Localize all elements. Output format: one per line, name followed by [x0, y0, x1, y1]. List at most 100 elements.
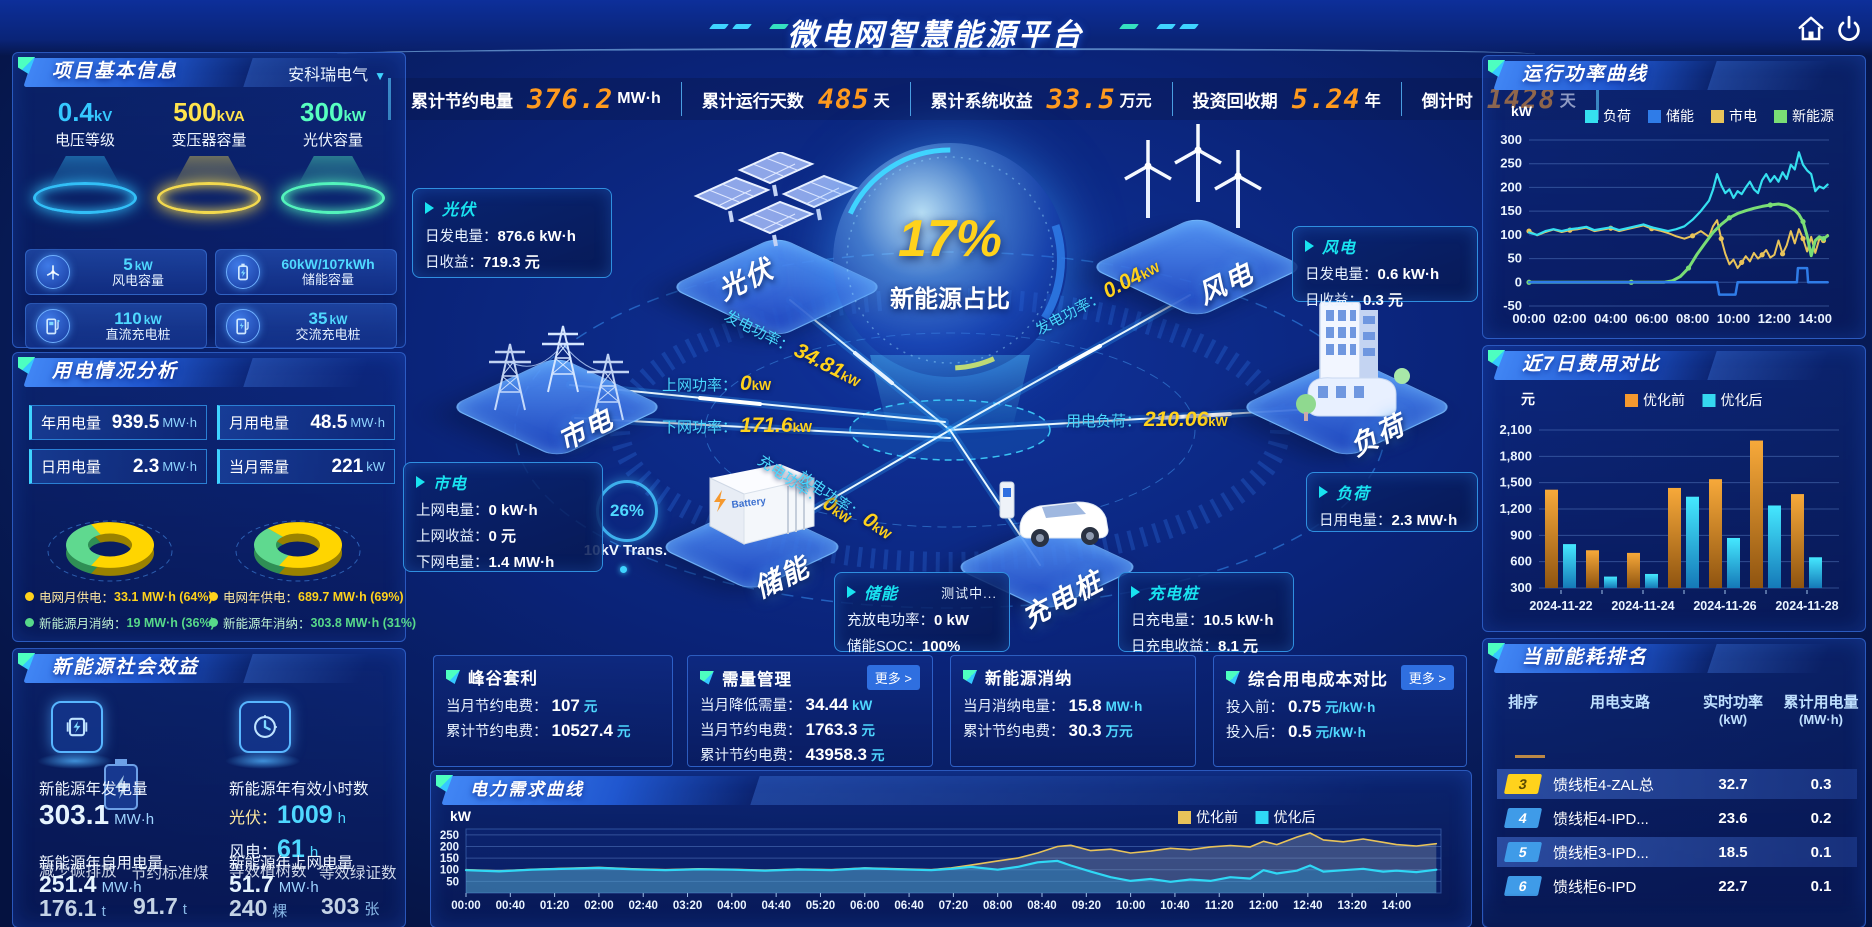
- svg-text:kW: kW: [450, 809, 472, 824]
- hours-pv-unit: h: [337, 810, 346, 827]
- rank-badge: 3: [1503, 774, 1543, 794]
- usage-stat-2: 日用电量 2.3 MW·h: [29, 449, 207, 484]
- storage-row: 充放电功率：0 kW: [847, 612, 970, 629]
- capacity-card-label: 风电容量: [111, 273, 164, 289]
- svg-text:优化前: 优化前: [1196, 809, 1238, 825]
- capacity-pedestals: 0.4kV 电压等级 500kVA 变压器容量 300kW 光伏容量: [23, 97, 395, 214]
- card-title: 需量管理: [722, 670, 792, 689]
- pedestal-unit: kVA: [216, 108, 245, 125]
- carbon-label: 减少碳排放: [39, 863, 117, 880]
- home-icon[interactable]: [1796, 14, 1826, 44]
- carbon-number: 176.1: [39, 895, 97, 921]
- card-row-unit: kW: [852, 698, 873, 713]
- card-row-value: 10527.4: [551, 721, 613, 740]
- table-row: 5 馈线柜3-IPD... 18.5 0.1: [1497, 837, 1857, 867]
- storage-info-box: 储能 测试中... 充放电功率：0 kW 储能SOC：100%: [834, 572, 1010, 655]
- panel-energy-ranking: 当前能耗排名 排序 用电支路 实时功率 (kW) 累计用电量 (MW·h) 3 馈线柜4-Z…: [1482, 638, 1866, 927]
- coal-number: 91.7: [133, 893, 178, 919]
- usage-stat-unit: MW·h: [162, 415, 197, 430]
- donut-legend-item-1: 电网年供电： 689.7 MW·h (69%): [209, 587, 404, 606]
- ranking-header-text: 累计用电量: [1783, 694, 1859, 711]
- flow-value: 210.06: [1144, 408, 1209, 431]
- hours-wind-unit: h: [309, 844, 319, 861]
- battery-storage-icon: Battery: [709, 464, 815, 545]
- branch-name: 馈线柜4-ZAL总: [1553, 776, 1654, 794]
- storage-row-value: 100%: [921, 638, 961, 655]
- capacity-card-value: 5 kW: [123, 254, 153, 274]
- kpi-item-0: 累计节约电量 376.2 MW·h: [391, 82, 681, 116]
- transformer-dot: [620, 566, 627, 573]
- self-use-label: 新能源年自用电量: [39, 855, 164, 872]
- pv-row: 日发电量：876.6 kW·h: [425, 228, 576, 245]
- company-select-value: 安科瑞电气: [288, 67, 369, 84]
- legend-value: 303.8 MW·h (31%): [310, 615, 417, 630]
- realtime-power: 18.5: [1718, 843, 1748, 861]
- branch-name: 馈线柜6-IPD: [1553, 878, 1637, 896]
- usage-stat-value: 221: [331, 455, 364, 477]
- capacity-card-2: 110 kW 直流充电桩: [25, 303, 207, 349]
- load-box-title: 负荷: [1336, 486, 1371, 503]
- flow-grid-import: 下网功率： 171.6kW: [662, 414, 812, 438]
- hours-clock-icon: [239, 701, 291, 753]
- capacity-card-unit: kW: [329, 312, 348, 327]
- grid-row: 上网收益：0 元: [416, 528, 517, 545]
- power-icon[interactable]: [1834, 14, 1864, 44]
- company-select[interactable]: 安科瑞电气 ▼: [288, 61, 386, 85]
- svg-text:250: 250: [1500, 156, 1522, 171]
- svg-text:300: 300: [1500, 132, 1522, 147]
- svg-text:04:00: 04:00: [1594, 311, 1627, 326]
- export-unit: MW·h: [278, 879, 319, 896]
- flow-unit: kW: [792, 420, 813, 435]
- svg-text:2024-11-24: 2024-11-24: [1611, 599, 1674, 613]
- card-row-unit: MW·h: [1105, 699, 1143, 714]
- table-row: 3 馈线柜4-ZAL总 32.7 0.3: [1497, 769, 1857, 799]
- arrow-icon: [1131, 586, 1140, 598]
- legend-value: 19 MW·h (36%): [126, 615, 215, 630]
- legend-dot: [25, 618, 34, 627]
- svg-text:10:00: 10:00: [1717, 311, 1750, 326]
- card-row-unit: 元: [616, 724, 631, 739]
- svg-text:600: 600: [1510, 554, 1532, 569]
- power-grid-icon: [487, 324, 631, 422]
- app-header: 微电网智慧能源平台: [0, 0, 1872, 56]
- grid-row: 上网电量：0 kW·h: [416, 502, 538, 519]
- donut-legend-item-3: 新能源年消纳： 303.8 MW·h (31%): [209, 613, 416, 632]
- load-info-box: 负荷 日用电量：2.3 MW·h: [1306, 472, 1478, 532]
- storage-row: 储能SOC：100%: [847, 638, 961, 655]
- svg-text:00:00: 00:00: [1512, 311, 1545, 326]
- pedestal-ring: [33, 182, 137, 214]
- panel-power-header: 运行功率曲线: [1486, 59, 1862, 93]
- capacity-card-unit: kW: [134, 258, 153, 273]
- kpi-unit: 万元: [1119, 93, 1152, 110]
- capacity-cards: 5 kW 风电容量 60kW/107kWh 储能容量 110 kW 直流充电桩 35 kW 交流充电…: [25, 249, 397, 349]
- rank-badge: 5: [1503, 842, 1543, 862]
- panel-cost-compare: 近7日费用对比 300 600 900 1,200 1,500 1,800 2,100 元 20…: [1482, 345, 1866, 632]
- card-row-unit: 元/kW·h: [1325, 700, 1376, 715]
- more-button[interactable]: 更多 >: [1400, 665, 1454, 690]
- svg-text:06:00: 06:00: [850, 900, 879, 912]
- table-row: 6 馈线柜6-IPD 22.7 0.1: [1497, 871, 1857, 901]
- kpi-label: 累计运行天数: [701, 91, 804, 111]
- chevron-down-icon: ▼: [374, 69, 386, 83]
- svg-text:150: 150: [440, 853, 459, 865]
- card-row-value: 107: [551, 696, 580, 715]
- card-row: 投入前： 0.75 元/kW·h: [1226, 697, 1376, 716]
- svg-text:14:00: 14:00: [1382, 900, 1411, 912]
- ranking-header-text: 排序: [1507, 694, 1538, 711]
- donut-chart-month: [47, 520, 173, 582]
- table-row: 4 馈线柜4-IPD... 23.6 0.2: [1497, 803, 1857, 833]
- svg-text:14:00: 14:00: [1799, 311, 1832, 326]
- realtime-power: 23.6: [1718, 809, 1748, 827]
- svg-text:09:20: 09:20: [1072, 900, 1101, 912]
- svg-text:优化后: 优化后: [1721, 392, 1763, 408]
- load-row-value: 2.3 MW·h: [1391, 512, 1458, 529]
- coal-unit: t: [182, 901, 187, 918]
- svg-text:01:20: 01:20: [540, 900, 569, 912]
- capacity-card-0: 5 kW 风电容量: [25, 249, 207, 295]
- pv-row: 日收益：719.3 元: [425, 254, 540, 271]
- kpi-unit: 天: [873, 93, 890, 110]
- trees-value: 240 棵: [229, 895, 287, 922]
- more-button[interactable]: 更多 >: [866, 665, 920, 690]
- kpi-item-3: 投资回收期 5.24 年: [1171, 82, 1401, 116]
- pv-row-value: 719.3 元: [483, 254, 540, 271]
